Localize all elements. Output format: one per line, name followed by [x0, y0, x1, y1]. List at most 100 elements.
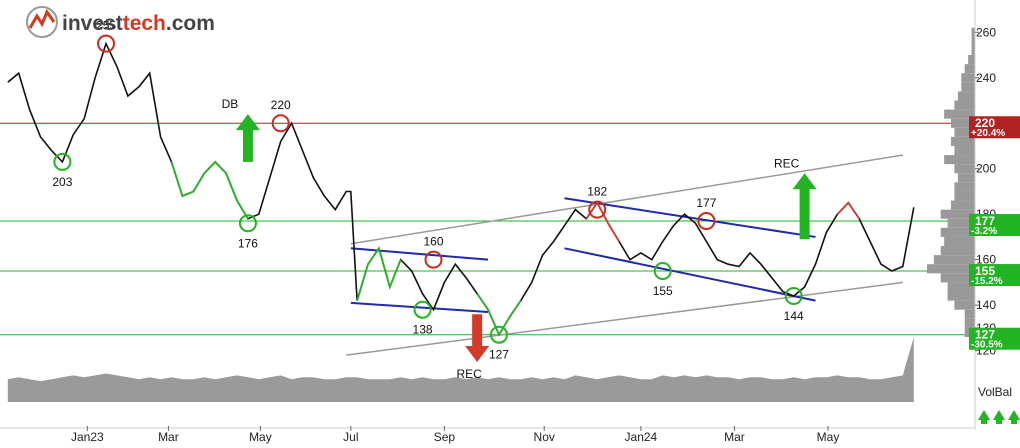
profile-bar: [961, 73, 975, 83]
horizontal-levels: [0, 122, 975, 336]
price-segment-3: [585, 201, 620, 242]
profile-bar: [954, 191, 975, 201]
profile-bar: [951, 200, 975, 210]
price-segment-4: [836, 201, 860, 220]
pivot-label-177: 177: [696, 196, 716, 210]
x-tick-label-May: May: [817, 430, 840, 444]
signal-arrow-0: [235, 114, 260, 162]
level-tag-220: 220+20.4%: [969, 116, 1020, 139]
profile-bar: [964, 318, 975, 328]
profile-bar: [947, 218, 975, 228]
profile-bar: [964, 309, 975, 319]
y-tick-label-140: 140: [976, 298, 996, 312]
price-series: [7, 41, 915, 337]
level-tag-bg: [969, 264, 1020, 287]
level-tag-bg: [969, 214, 1020, 237]
pivot-label-220: 220: [271, 98, 291, 112]
pivot-label-182: 182: [587, 185, 607, 199]
price-line: [7, 41, 915, 337]
profile-bar: [940, 227, 975, 237]
profile-bar: [957, 91, 975, 101]
profile-bar: [954, 100, 975, 110]
level-tag-value: 177: [975, 214, 995, 228]
pivot-label-160: 160: [423, 235, 443, 249]
volume-label: VolBal: [978, 385, 1012, 399]
profile-bar: [947, 291, 975, 301]
trend-line-2: [350, 247, 489, 261]
trend-line-4: [564, 197, 816, 238]
trend-line-5: [564, 247, 816, 302]
pivot-label-144: 144: [784, 309, 804, 323]
pivot-points: 255 203 220 176 160 138 127 182 177 155 144: [52, 19, 804, 362]
x-tick-label-Nov: Nov: [534, 430, 555, 444]
x-tick-label-Mar: Mar: [724, 430, 745, 444]
profile-bar: [954, 127, 975, 137]
level-tag-value: 127: [975, 328, 995, 342]
profile-bar: [927, 264, 975, 274]
volume-arrows-icon: [978, 410, 1020, 424]
pivot-label-155: 155: [653, 284, 673, 298]
trend-line-3: [350, 301, 489, 313]
profile-bar: [940, 273, 975, 283]
level-tag-change: -30.5%: [971, 340, 1003, 351]
level-tag-change: +20.4%: [971, 128, 1005, 139]
level-tag-bg: [969, 327, 1020, 350]
pivot-marker-255: [97, 34, 116, 53]
y-tick-label-160: 160: [976, 253, 996, 267]
pivot-label-127: 127: [489, 348, 509, 362]
x-tick-label-Jul: Jul: [343, 430, 358, 444]
pivot-marker-144: [784, 287, 803, 306]
profile-bar: [947, 282, 975, 292]
y-tick-label-260: 260: [976, 25, 996, 39]
x-tick-label-May: May: [249, 430, 272, 444]
trend-line-1: [350, 154, 903, 245]
profile-bar: [940, 246, 975, 256]
y-tick-label-200: 200: [976, 162, 996, 176]
profile-bar: [944, 109, 975, 119]
level-tag-value: 155: [975, 264, 995, 278]
level-tag-value: 220: [975, 116, 995, 130]
pivot-label-138: 138: [413, 323, 433, 337]
pivot-marker-160: [424, 250, 443, 269]
price-segment-1: [356, 246, 402, 301]
signal-label-0: DB: [222, 97, 239, 111]
profile-bar: [933, 255, 975, 265]
volume-area: [7, 337, 914, 402]
profile-bar: [954, 164, 975, 174]
profile-bar: [944, 236, 975, 247]
profile-bar: [961, 82, 975, 92]
trend-line-0: [346, 281, 903, 356]
pivot-label-176: 176: [238, 236, 258, 250]
level-tags: 220+20.4% 177-3.2% 155-15.2% 127-30.5%: [969, 116, 1020, 351]
profile-bar: [971, 36, 975, 46]
level-tag-bg: [969, 116, 1020, 139]
profile-bar: [964, 64, 975, 74]
pivot-label-255: 255: [96, 19, 116, 33]
x-tick-label-Sep: Sep: [434, 430, 456, 444]
signal-label-2: REC: [774, 156, 800, 170]
pivot-label-203: 203: [52, 175, 72, 189]
logo-icon: [26, 6, 58, 38]
profile-bar: [940, 209, 975, 219]
level-tag-177: 177-3.2%: [969, 214, 1020, 237]
level-tag-change: -3.2%: [971, 226, 997, 237]
profile-bar: [954, 300, 975, 310]
profile-bar: [944, 155, 975, 165]
profile-bar: [957, 173, 975, 183]
pivot-marker-155: [653, 262, 672, 281]
pivot-marker-176: [238, 214, 257, 233]
volume-balance-area: [7, 337, 914, 402]
x-tick-label-Jan23: Jan23: [71, 430, 104, 444]
pivot-marker-177: [697, 212, 716, 231]
x-axis: Jan23 Mar May Jul Sep Nov Jan24 Mar May: [0, 426, 975, 444]
logo: investtech.com: [26, 6, 215, 38]
volume-profile: [927, 27, 975, 337]
x-tick-label-Jan24: Jan24: [625, 430, 658, 444]
level-tag-change: -15.2%: [971, 276, 1003, 287]
price-segment-0: [170, 160, 249, 220]
profile-bar: [971, 45, 975, 56]
level-tag-127: 127-30.5%: [969, 327, 1020, 351]
signal-arrow-1: [465, 314, 490, 362]
signal-label-1: REC: [456, 367, 482, 381]
trend-channels: [346, 154, 903, 356]
